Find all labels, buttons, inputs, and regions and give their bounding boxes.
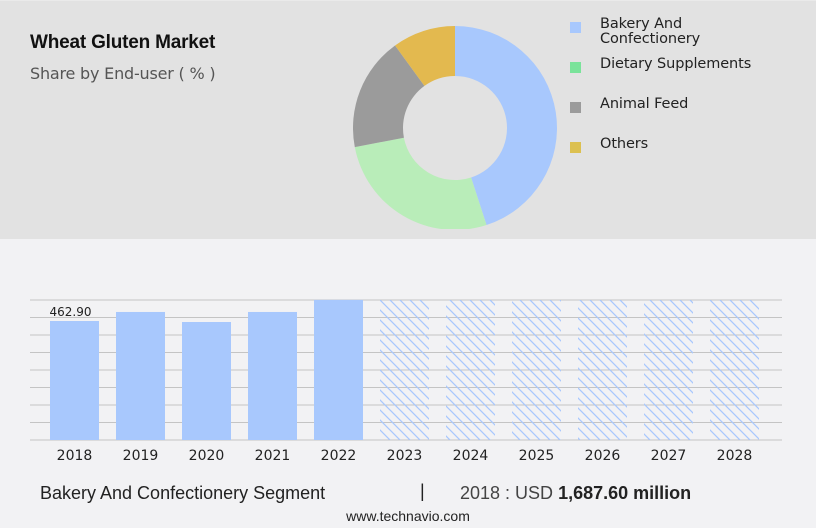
x-tick-label: 2019 — [123, 448, 159, 464]
bar-2020 — [182, 322, 231, 440]
data-label: 462.90 — [50, 305, 92, 319]
bar-2024 — [446, 300, 495, 440]
legend-label: Bakery And Confectionery — [600, 16, 701, 47]
separator: | — [420, 481, 425, 501]
bar-chart: 2018 462.90 2019 2020 2021 2022 2023 2024 2025 20… — [30, 299, 782, 464]
x-tick-label: 2020 — [189, 448, 225, 464]
source-url: www.technavio.com — [346, 508, 470, 524]
segment-value: 2018 : USD 1,687.60 million — [460, 483, 692, 503]
x-tick-label: 2023 — [387, 448, 423, 464]
bar-2027 — [644, 300, 693, 440]
x-tick-label: 2022 — [321, 448, 357, 464]
x-tick-label: 2024 — [453, 448, 489, 464]
legend-swatch-icon — [570, 142, 581, 153]
legend-label: Animal Feed — [600, 96, 689, 112]
x-tick-label: 2027 — [651, 448, 687, 464]
legend-label: Dietary Supplements — [600, 56, 752, 72]
donut-slice — [354, 137, 487, 230]
bar-2022 — [314, 299, 363, 440]
chart-title: Wheat Gluten Market — [30, 32, 216, 53]
legend-swatch-icon — [570, 102, 581, 113]
x-tick-label: 2026 — [585, 448, 621, 464]
segment-label: Bakery And Confectionery Segment — [40, 483, 326, 503]
bar-2025 — [512, 300, 561, 440]
x-tick-label: 2028 — [717, 448, 753, 464]
donut-panel: Wheat Gluten Market Share by End-user ( … — [0, 0, 816, 239]
legend-swatch-icon — [570, 22, 581, 33]
bar-2019 — [116, 311, 165, 440]
donut-slice — [455, 26, 557, 226]
bar-2026 — [578, 300, 627, 440]
bar-2023 — [380, 300, 429, 440]
bar-2021 — [248, 311, 297, 440]
donut-chart — [353, 26, 557, 230]
bar-2028 — [710, 300, 759, 440]
legend-label: Others — [600, 136, 649, 152]
bar-2018 — [50, 321, 99, 440]
legend-swatch-icon — [570, 62, 581, 73]
x-tick-label: 2021 — [255, 448, 291, 464]
chart-subtitle: Share by End-user ( % ) — [30, 64, 216, 83]
x-tick-label: 2018 — [57, 448, 93, 464]
donut-slice — [353, 45, 425, 148]
x-tick-label: 2025 — [519, 448, 555, 464]
donut-slice — [395, 26, 455, 86]
